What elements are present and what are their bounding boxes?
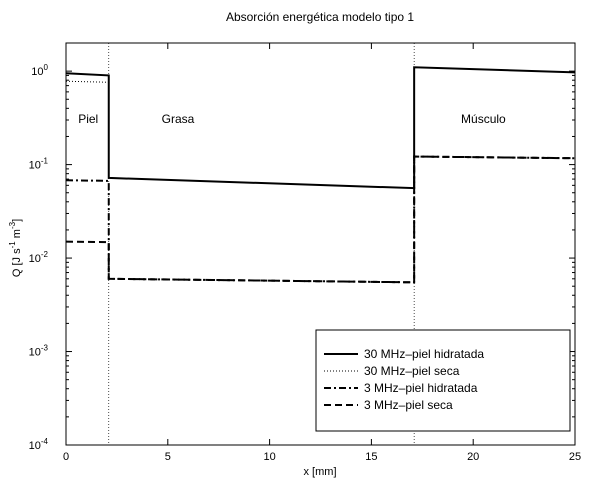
y-axis-label-exp2: -3 (8, 221, 17, 229)
y-axis-label-exp1: -1 (8, 241, 17, 249)
y-axis-label-end: ] (11, 219, 23, 222)
y-axis-label-base: Q [J s (11, 248, 23, 277)
chart-title: Absorción energética modelo tipo 1 (226, 10, 414, 24)
x-tick-label-3: 15 (365, 451, 377, 463)
x-tick-label-5: 25 (569, 451, 581, 463)
legend-entry-1: 30 MHz–piel seca (364, 364, 460, 378)
legend-entry-0: 30 MHz–piel hidratada (364, 347, 484, 361)
y-tick-label-4: 100 (31, 63, 48, 78)
svg-text:Q [J s-1 m-3]: Q [J s-1 m-3] (8, 219, 23, 277)
legend-entry-3: 3 MHz–piel seca (364, 398, 453, 412)
legend-box (315, 329, 571, 432)
x-axis-label: x [mm] (304, 466, 337, 478)
y-tick-label-0: 10-4 (29, 437, 49, 452)
series-line-2 (65, 155, 576, 284)
y-tick-label-3: 10-1 (29, 157, 49, 172)
x-tick-label-0: 0 (63, 451, 69, 463)
y-axis-label-mid: m (11, 229, 23, 241)
x-tick-label-2: 10 (263, 451, 275, 463)
y-tick-label-1: 10-3 (29, 344, 49, 359)
y-tick-label-2: 10-2 (29, 250, 49, 265)
x-tick-label-1: 5 (165, 451, 171, 463)
legend-entry-2: 3 MHz–piel hidratada (364, 381, 478, 395)
plot-area: 0 5 10 15 20 25 10-4 10-3 10-2 10-1 100 Piel Grasa Mú… (29, 42, 581, 463)
region-label-1: Grasa (162, 112, 195, 126)
series-line-1 (65, 66, 576, 189)
region-label-2: Músculo (461, 112, 506, 126)
region-label-0: Piel (78, 112, 98, 126)
y-axis-label: Q [J s-1 m-3] (8, 219, 23, 277)
series-line-3 (65, 155, 576, 284)
x-tick-label-4: 20 (467, 451, 479, 463)
